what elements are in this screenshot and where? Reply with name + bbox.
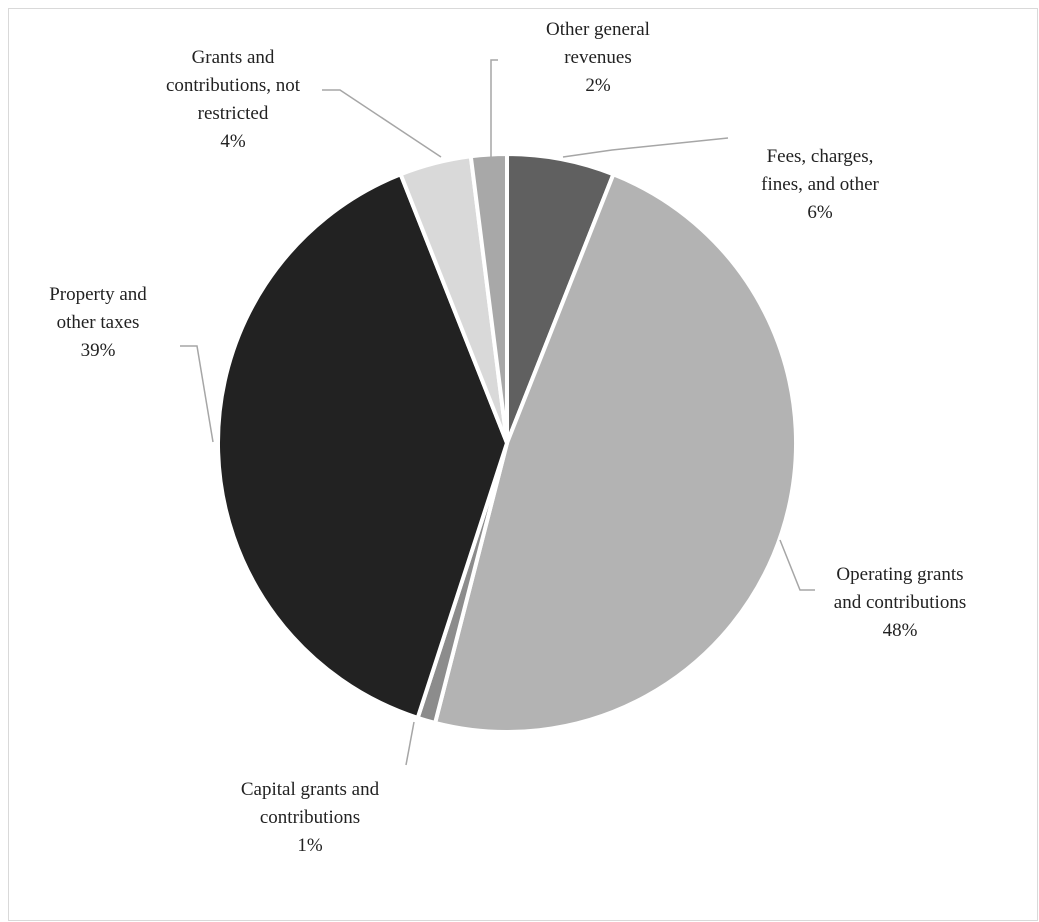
leader-line-4 xyxy=(322,89,442,158)
leader-lines xyxy=(180,59,815,766)
data-label-name-line: Capital grants and xyxy=(241,779,380,800)
data-label-name-line: Operating grants xyxy=(836,564,963,585)
pie-slice-5 xyxy=(468,152,509,445)
data-label-value: 39% xyxy=(81,340,116,361)
data-label-name-line: Property and xyxy=(49,284,147,305)
leader-line-3 xyxy=(180,345,214,443)
data-label-value: 48% xyxy=(883,620,918,641)
data-label-3: Property and other taxes 39% xyxy=(49,284,147,361)
data-label-name-line: contributions, not xyxy=(166,75,301,96)
data-label-name-line: revenues xyxy=(564,47,632,68)
leader-line-1 xyxy=(779,539,815,591)
data-label-name-line: other taxes xyxy=(57,312,140,333)
pie-slices xyxy=(216,152,798,734)
data-label-5: Other general revenues 2% xyxy=(546,19,650,96)
data-labels: Fees, charges, fines, and other 6% Operatin… xyxy=(49,19,966,856)
data-label-name-line: restricted xyxy=(198,103,269,124)
data-label-1: Operating grants and contributions 48% xyxy=(834,564,966,641)
data-label-name-line: contributions xyxy=(260,807,360,828)
data-label-value: 2% xyxy=(585,75,611,96)
data-label-value: 1% xyxy=(297,835,323,856)
data-label-name-line: Fees, charges, xyxy=(767,146,874,167)
data-label-4: Grants and contributions, not restricted 4% xyxy=(166,47,301,152)
leader-line-0 xyxy=(562,137,729,158)
data-label-name-line: Other general xyxy=(546,19,650,40)
data-label-0: Fees, charges, fines, and other 6% xyxy=(761,146,879,223)
data-label-name-line: fines, and other xyxy=(761,174,879,195)
data-label-value: 6% xyxy=(807,202,833,223)
pie-slice-3 xyxy=(216,172,509,720)
data-label-name-line: Grants and xyxy=(192,47,275,68)
data-label-name-line: and contributions xyxy=(834,592,966,613)
data-label-2: Capital grants and contributions 1% xyxy=(241,779,380,856)
leader-line-2 xyxy=(405,721,415,766)
pie-slice-1 xyxy=(433,172,798,734)
leader-line-5 xyxy=(490,59,498,157)
data-label-value: 4% xyxy=(220,131,246,152)
